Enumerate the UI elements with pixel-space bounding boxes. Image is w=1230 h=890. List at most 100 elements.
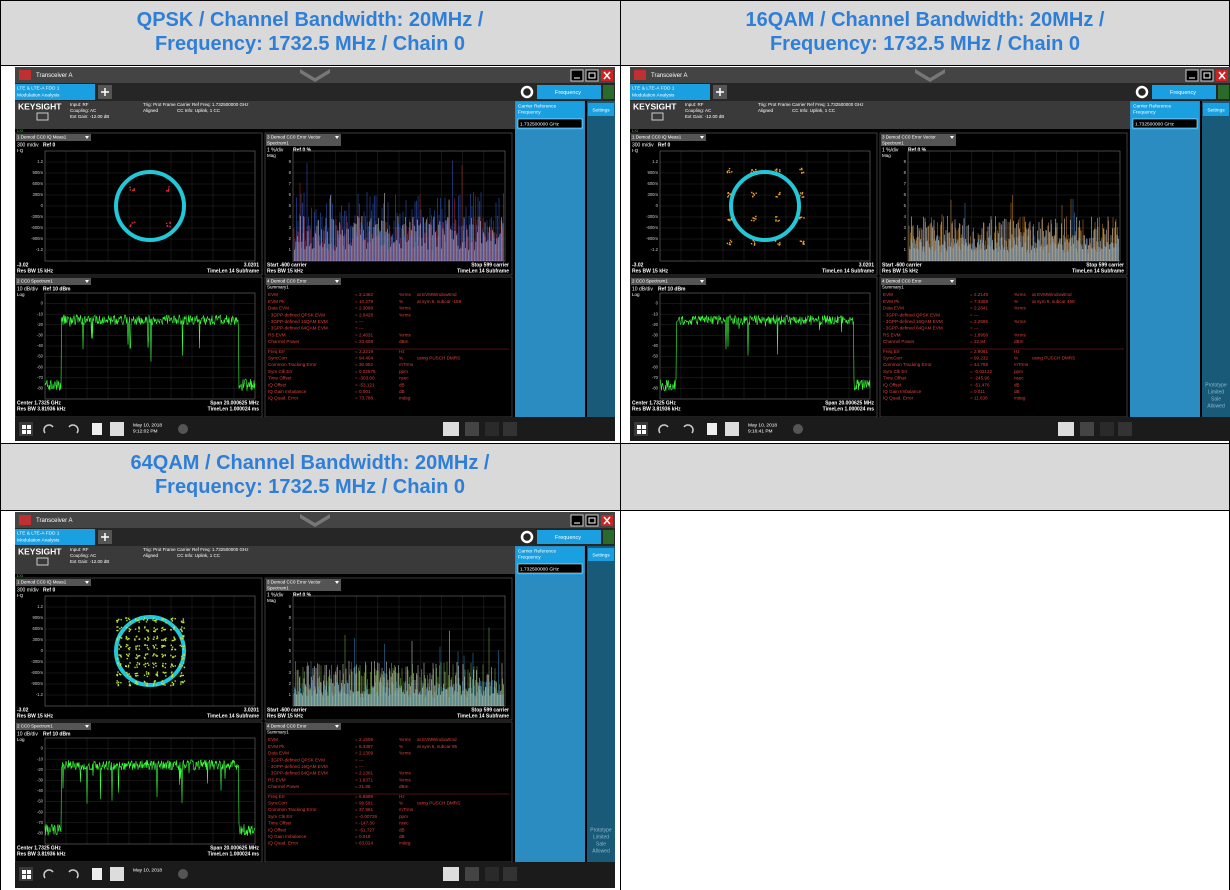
metric-value: = 2.0428 xyxy=(355,312,373,317)
metric-value: = 2.1462 xyxy=(355,292,373,297)
y-tick-label: -600m xyxy=(31,225,43,230)
metric-name: EVM Pk xyxy=(268,744,285,749)
footer-left: Center 1.7325 GHz xyxy=(17,845,61,851)
heading-cell: 64QAM / Channel Bandwidth: 20MHz / Freque… xyxy=(0,443,620,510)
axis-label: Log xyxy=(17,292,25,297)
metric-name: Time Offset xyxy=(268,376,292,381)
metric-note: at sym 6, subcar -158 xyxy=(417,299,462,304)
metric-value: = 1.8958 xyxy=(970,332,988,337)
carrier-ref-field xyxy=(517,563,583,574)
border xyxy=(0,443,1230,444)
mode-label: Modulation Analysis xyxy=(17,92,60,98)
scale-label: 1 %/div xyxy=(267,147,284,153)
window-title: Summary1 xyxy=(882,285,904,290)
axis-label: Mag xyxy=(267,153,276,158)
scale-label: 300 m/div xyxy=(17,587,39,593)
carrier-ref-value: 1.732500000 GHz xyxy=(1135,121,1175,127)
settings-label: Settings xyxy=(592,107,610,113)
scale-label: 10 dB/div xyxy=(17,731,38,737)
res-bw: Res BW 15 kHz xyxy=(632,268,669,274)
trigger-info: Trig: Prot Frame xyxy=(143,547,176,552)
metric-unit: % xyxy=(399,801,403,806)
footer-right: 3.0201 xyxy=(244,262,260,268)
res-bw: Res BW 15 kHz xyxy=(882,268,919,274)
metric-name: - 3GPP-defined 64QAM EVM xyxy=(883,326,943,331)
window xyxy=(15,721,263,863)
metric-name: Freq Err xyxy=(268,349,285,354)
y-tick-label: 0 xyxy=(41,301,44,306)
y-tick-label: -70 xyxy=(37,375,44,380)
time-length: TimeLen 1.000024 ms xyxy=(208,851,260,857)
window-title: Spectrum1 xyxy=(267,141,289,146)
watermark: Prototype xyxy=(1205,382,1227,388)
watermark: Allowed xyxy=(592,848,610,854)
y-tick-label: 1 xyxy=(904,247,907,252)
y-tick-label: 900m xyxy=(33,170,44,175)
y-tick-label: -40 xyxy=(652,343,659,348)
metric-note: at EVMWindowEnd xyxy=(417,737,457,742)
y-tick-label: -70 xyxy=(652,375,659,380)
title-bar xyxy=(15,512,615,528)
y-tick-label: 900m xyxy=(33,615,44,620)
reference-circle xyxy=(114,615,186,687)
metric-value: = --- xyxy=(355,319,364,324)
settings-column xyxy=(587,546,615,862)
y-tick-label: -900m xyxy=(31,236,43,241)
y-tick-label: 6 xyxy=(289,637,292,642)
icon xyxy=(485,422,499,436)
input-info: Input: RF xyxy=(685,102,704,107)
y-tick-label: 0 xyxy=(41,203,44,208)
date-time: May 10, 2018 xyxy=(133,422,162,428)
border xyxy=(0,65,1230,66)
ref-label: Ref 10 dBm xyxy=(43,731,71,737)
y-tick-label: 300m xyxy=(33,192,44,197)
watermark: Sale xyxy=(1211,396,1221,402)
icon xyxy=(22,430,26,434)
frequency-button xyxy=(537,530,601,544)
carrier-ref-label: Frequency xyxy=(518,554,541,560)
metric-unit: %rms xyxy=(399,332,411,337)
redo-icon xyxy=(68,424,79,434)
footer-right: 3.0201 xyxy=(244,707,260,713)
window-title: Spectrum1 xyxy=(267,586,289,591)
plot-border xyxy=(659,150,871,262)
y-tick-label: 4 xyxy=(289,659,292,664)
metric-unit: %rms xyxy=(1014,319,1026,324)
metric-name: Channel Power xyxy=(268,339,300,344)
window xyxy=(879,276,1128,418)
file-icon xyxy=(92,423,102,435)
y-tick-label: -10 xyxy=(37,311,44,316)
axis-label: I-Q xyxy=(17,593,24,598)
window-title: 1 Demod CC0 IQ Meas1 xyxy=(17,580,67,585)
input-info: Ext Gain: -12.00 dB xyxy=(70,114,109,119)
metric-value: = 1.9371 xyxy=(355,777,373,782)
mode-label: LTE & LTE-A FDD 1 xyxy=(632,85,675,91)
metric-value: = 2.9061 xyxy=(970,349,988,354)
icon xyxy=(1218,71,1226,80)
y-tick-label: 0 xyxy=(41,746,44,751)
metric-name: IQ Quad. Error xyxy=(268,841,299,846)
y-tick-label: 7 xyxy=(904,181,907,186)
time-length: TimeLen 14 Subframe xyxy=(207,268,259,274)
metric-name: - 3GPP-defined 16QAM EVM xyxy=(883,319,943,324)
carrier-ref-label: Carrier Reference xyxy=(518,548,556,554)
ref-label: Ref 0 % xyxy=(293,592,312,598)
metric-value: = 8.3397 xyxy=(355,744,373,749)
plot-border xyxy=(44,595,256,707)
metric-unit: ppm xyxy=(1014,369,1023,374)
metric-name: Data EVM xyxy=(268,751,289,756)
metric-unit: %rms xyxy=(399,777,411,782)
metric-unit: %rms xyxy=(399,771,411,776)
metric-value: = 22.84 xyxy=(970,339,986,344)
metric-unit: dBm xyxy=(399,784,409,789)
y-tick-label: 2 xyxy=(289,236,292,241)
time-length: TimeLen 14 Subframe xyxy=(1072,268,1124,274)
touch-icon xyxy=(465,867,479,881)
dropdown-icon xyxy=(335,581,339,584)
metric-unit: nsec xyxy=(399,376,409,381)
window-title: 1 Demod CC0 IQ Meas1 xyxy=(632,135,682,140)
axis-label: Log xyxy=(632,292,640,297)
status-icon xyxy=(603,85,614,99)
metric-value: = 2.1309 xyxy=(355,751,373,756)
metric-name: IQ Quad. Error xyxy=(268,396,299,401)
